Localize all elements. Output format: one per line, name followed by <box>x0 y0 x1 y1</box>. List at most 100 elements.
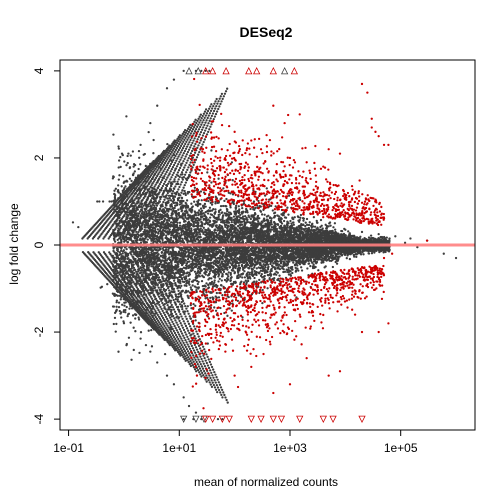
data-point-stripe <box>169 148 173 151</box>
data-point-stripe <box>171 306 175 309</box>
data-point-stripe <box>202 354 205 357</box>
data-point-stripe <box>218 97 221 100</box>
data-point-stripe <box>172 147 176 150</box>
data-point-stripe <box>185 348 189 351</box>
data-point-stripe <box>181 339 184 342</box>
data-point-cloud <box>118 174 121 177</box>
data-point-stripe <box>197 135 200 139</box>
data-point-cloud <box>165 234 168 237</box>
data-point-stripe <box>188 325 192 328</box>
data-point-cloud <box>305 217 309 221</box>
data-point-stripe <box>180 139 183 142</box>
data-point-stripe <box>155 165 158 169</box>
data-point-stripe <box>182 135 185 138</box>
data-point-stripe <box>179 341 182 345</box>
data-point-stripe <box>217 100 220 103</box>
data-point-stripe <box>167 156 170 159</box>
data-point-stripe <box>176 341 179 345</box>
data-point-stripe <box>143 228 146 231</box>
data-point-cloud <box>184 216 187 219</box>
data-point-stripe <box>157 162 161 165</box>
data-point-stripe <box>163 180 167 183</box>
data-point-stripe <box>204 350 207 353</box>
data-point-cloud <box>117 188 120 192</box>
data-point-stripe <box>179 313 182 316</box>
data-point-cloud <box>162 293 165 296</box>
data-point-stripe <box>188 358 191 361</box>
data-point-stripe <box>205 133 209 136</box>
data-point-stripe <box>168 321 171 325</box>
data-point-stripe <box>176 144 180 148</box>
data-point-stripe <box>195 348 199 351</box>
data-point-stripe <box>223 92 227 95</box>
data-point-stripe <box>185 171 188 174</box>
data-point-stripe <box>174 148 177 152</box>
data-point-stripe <box>186 138 189 141</box>
data-point-cloud <box>223 278 227 282</box>
data-point-stripe <box>170 192 174 195</box>
data-point-stripe <box>179 141 182 144</box>
data-point-stripe <box>206 364 210 367</box>
data-point-stripe <box>176 150 179 154</box>
data-point-cloud <box>222 204 225 208</box>
data-point-stripe <box>160 178 164 182</box>
data-point-stripe <box>171 342 174 345</box>
data-point-stripe <box>182 168 185 172</box>
data-point-stripe <box>181 351 185 354</box>
data-point-cloud <box>131 199 134 202</box>
data-point-cloud <box>209 296 212 299</box>
data-point-stripe <box>205 127 208 130</box>
data-point-stripe <box>210 379 213 382</box>
data-point-cloud <box>180 284 183 288</box>
data-point-stripe <box>178 153 181 156</box>
data-point-stripe <box>210 123 213 126</box>
data-point-stripe <box>158 321 161 324</box>
data-point-stripe <box>214 100 217 103</box>
data-point-stripe <box>189 126 193 129</box>
data-point-stripe <box>175 152 178 156</box>
data-point-stripe <box>162 169 165 173</box>
data-point-stripe <box>222 391 225 394</box>
data-point-stripe <box>182 140 185 144</box>
data-point-stripe <box>150 184 153 187</box>
data-point-stripe <box>177 289 180 293</box>
data-point-stripe <box>197 365 201 368</box>
data-point-stripe <box>160 324 163 327</box>
data-point-stripe <box>181 307 184 311</box>
data-point-stripe <box>176 157 179 160</box>
data-point-stripe <box>187 329 190 332</box>
data-point-stripe <box>170 151 173 154</box>
data-point-stripe <box>186 310 189 313</box>
data-point-stripe <box>163 154 166 157</box>
data-point-stripe <box>174 337 177 341</box>
data-point-stripe <box>172 339 175 342</box>
data-point-cloud <box>220 279 223 282</box>
data-point-stripe <box>162 322 165 326</box>
data-point-stripe <box>223 393 226 397</box>
data-point-stripe <box>206 109 210 113</box>
data-point-stripe <box>203 138 206 141</box>
data-point-stripe <box>204 121 207 124</box>
data-point-stripe <box>212 376 215 379</box>
data-point-stripe <box>168 333 172 337</box>
data-point-stripe <box>200 128 204 131</box>
data-point-stripe <box>199 139 202 142</box>
data-point-stripe <box>198 141 201 145</box>
data-point-stripe <box>219 386 223 389</box>
data-point-stripe <box>164 156 167 160</box>
data-point-stripe <box>148 175 152 179</box>
data-point-cloud <box>120 210 124 214</box>
data-point-cloud <box>222 187 225 190</box>
data-point-stripe <box>164 206 167 209</box>
data-point-stripe <box>198 121 201 124</box>
data-point-cloud <box>167 308 170 311</box>
data-point-cloud <box>157 300 161 304</box>
data-point-cloud <box>158 218 161 221</box>
data-point-stripe <box>194 351 197 354</box>
data-point-stripe <box>174 175 177 179</box>
data-point-cloud <box>186 305 189 308</box>
data-point-stripe <box>197 123 200 126</box>
data-point-stripe <box>203 356 206 360</box>
data-point-cloud <box>164 288 168 292</box>
